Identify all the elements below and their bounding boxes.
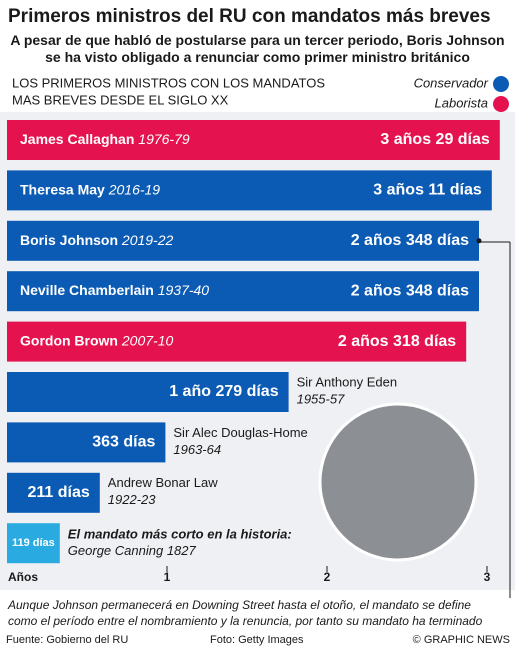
footnote: como el período entre el nombramiento y … [8, 614, 483, 628]
pm-years: 1937-40 [158, 282, 210, 298]
value-label: 1 año 279 días [169, 383, 278, 400]
value-label: 2 años 318 días [338, 333, 456, 350]
heading-line: MAS BREVES DESDE EL SIGLO XX [12, 92, 229, 107]
bar [7, 120, 500, 160]
footnote: Aunque Johnson permanecerá en Downing St… [7, 598, 471, 612]
legend-label: Laborista [435, 95, 488, 110]
value-label: 2 años 348 días [351, 232, 469, 249]
value-label: 119 días [12, 537, 55, 549]
heading-line: LOS PRIMEROS MINISTROS CON LOS MANDATOS [12, 75, 325, 90]
pm-years: 1922-23 [108, 492, 156, 507]
value-label: 2 años 348 días [351, 282, 469, 299]
value-label: 363 días [92, 434, 155, 451]
pm-name: Neville Chamberlain [20, 282, 154, 298]
x-axis-label: Años [8, 570, 38, 584]
title: Primeros ministros del RU con mandatos m… [8, 6, 491, 27]
subtitle-box: A pesar de que habló de postularse para … [10, 32, 505, 65]
pm-years: 1963-64 [173, 442, 221, 457]
bar [7, 422, 166, 463]
x-tick-label: 1 [164, 570, 171, 584]
pm-name: Sir Alec Douglas-Home [173, 425, 307, 440]
pm-years: 1976-79 [138, 131, 190, 147]
bar-name: Gordon Brown 2007-10 [20, 332, 173, 348]
pm-years: 2016-19 [108, 181, 161, 197]
credit: © GRAPHIC NEWS [413, 634, 510, 646]
pm-years: 1827 [167, 544, 197, 559]
pm-name: Gordon Brown [20, 332, 118, 348]
bar-name: James Callaghan 1976-79 [20, 131, 190, 147]
bar-name: Theresa May 2016-19 [20, 181, 160, 197]
pm-name: Sir Anthony Eden [297, 374, 397, 389]
bar-name: Neville Chamberlain 1937-40 [20, 282, 209, 298]
legend-swatch [493, 76, 509, 92]
bar-name: George Canning 1827 [68, 544, 197, 559]
pm-years: 1955-57 [297, 391, 345, 406]
pm-years: 2019-22 [121, 232, 174, 248]
bar [7, 321, 467, 362]
photo [318, 402, 478, 562]
photo-credit: Foto: Getty Images [210, 634, 304, 646]
source: Fuente: Gobierno del RU [6, 634, 128, 646]
legend-swatch [493, 96, 509, 112]
x-tick-label: 2 [324, 570, 331, 584]
legend-label: Conservador [414, 75, 489, 90]
value-label: 3 años 29 días [380, 131, 489, 148]
pm-name: Theresa May [20, 181, 105, 197]
bar [7, 472, 100, 513]
pm-name: James Callaghan [20, 131, 134, 147]
pm-name: Andrew Bonar Law [108, 475, 218, 490]
x-tick-label: 3 [484, 570, 491, 584]
bar [7, 523, 60, 564]
pm-years: 2007-10 [121, 332, 174, 348]
marker-dot [476, 238, 482, 244]
value-label: 211 días [28, 484, 90, 501]
bar [7, 271, 479, 312]
pm-name: George Canning [68, 544, 164, 559]
bar [7, 220, 479, 261]
bar [7, 372, 289, 412]
subtitle: A pesar de que habló de postularse para … [10, 32, 505, 65]
annotation: El mandato más corto en la historia: [68, 527, 292, 542]
bar-name: Boris Johnson 2019-22 [20, 232, 173, 248]
pm-name: Boris Johnson [20, 232, 118, 248]
value-label: 3 años 11 días [373, 182, 482, 199]
bar [7, 170, 492, 211]
